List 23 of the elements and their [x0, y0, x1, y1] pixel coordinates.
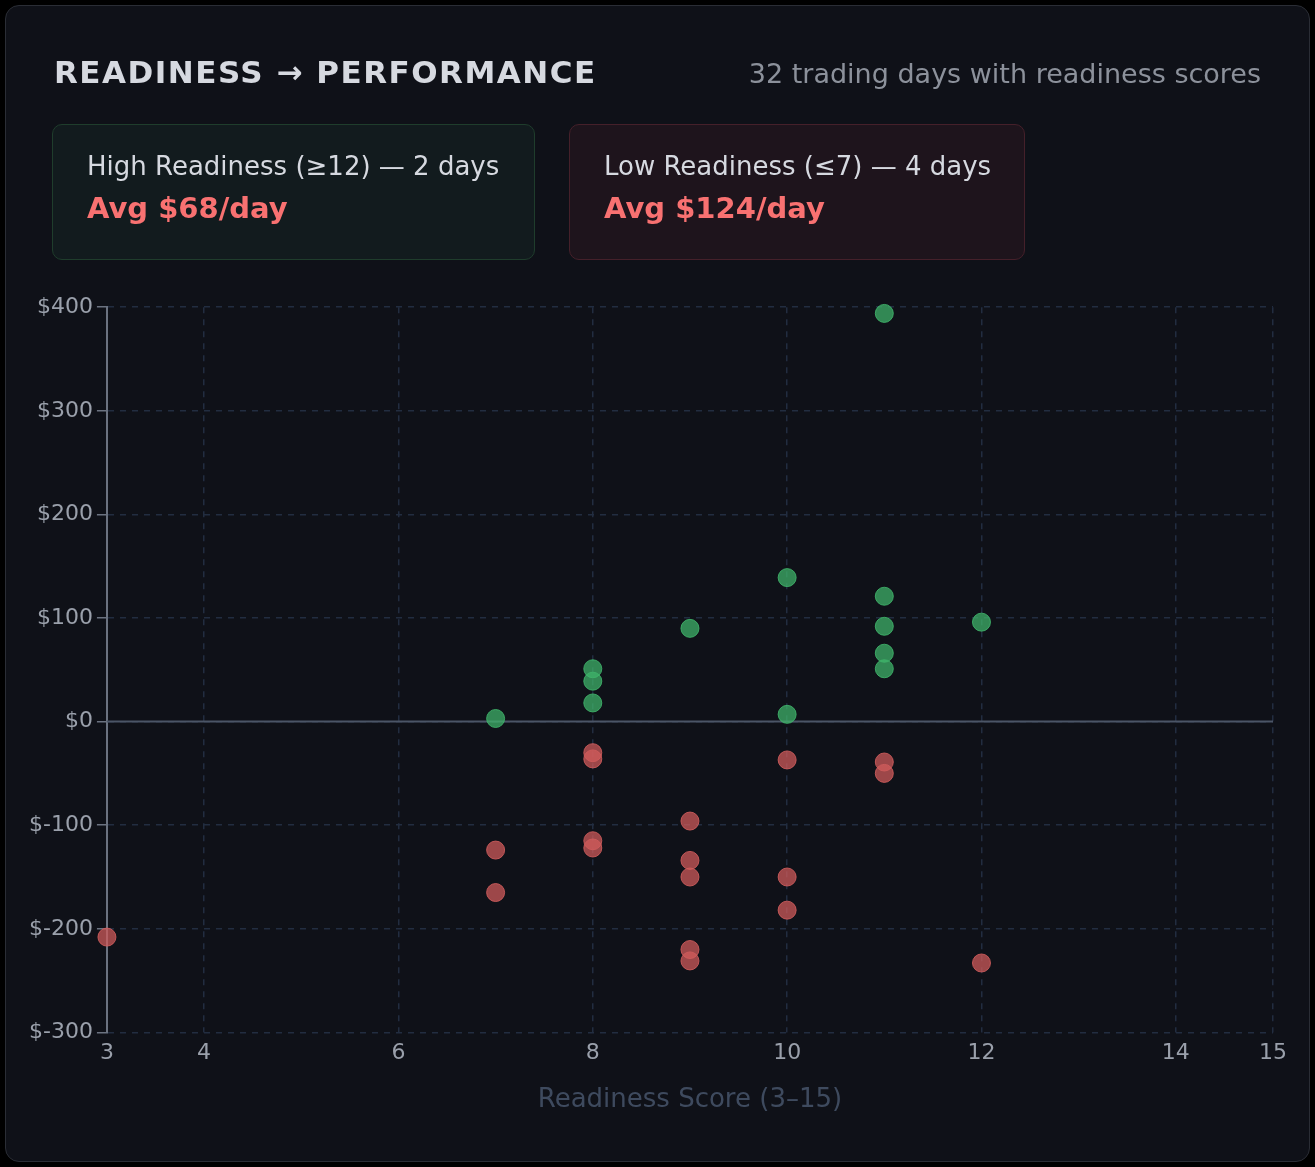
x-tick-label: 3	[99, 1039, 114, 1065]
y-tick-label: $-300	[28, 1018, 93, 1044]
text: Low Readiness (≤7) — 4 days	[604, 151, 992, 181]
x-tick-label: 12	[967, 1039, 996, 1065]
x-tick-label: 10	[773, 1039, 802, 1065]
x-tick-label: 8	[585, 1039, 600, 1065]
text: Avg $68/day	[87, 191, 289, 225]
x-axis-title: Readiness Score (3–15)	[537, 1083, 843, 1114]
y-tick-label: $200	[36, 500, 93, 526]
y-tick-label: $400	[36, 292, 93, 318]
text: High Readiness (≥12) — 2 days	[87, 151, 500, 181]
x-tick-label: 6	[391, 1039, 406, 1065]
x-tick-label: 14	[1161, 1039, 1190, 1065]
text: Avg $124/day	[604, 191, 826, 225]
y-tick-label: $0	[64, 707, 93, 733]
y-tick-label: $-200	[28, 914, 93, 940]
chart-subtitle: 32 trading days with readiness scores	[748, 58, 1261, 89]
y-tick-label: $100	[36, 603, 93, 629]
x-tick-label: 15	[1259, 1039, 1287, 1065]
x-tick-label: 4	[197, 1039, 212, 1065]
y-tick-label: $-100	[28, 810, 93, 836]
chart-title: READINESS → PERFORMANCE	[54, 54, 597, 90]
y-tick-label: $300	[36, 396, 93, 422]
